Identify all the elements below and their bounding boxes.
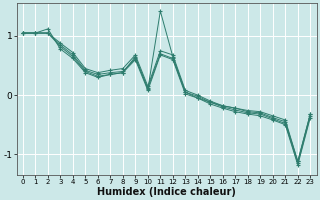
X-axis label: Humidex (Indice chaleur): Humidex (Indice chaleur) <box>97 187 236 197</box>
